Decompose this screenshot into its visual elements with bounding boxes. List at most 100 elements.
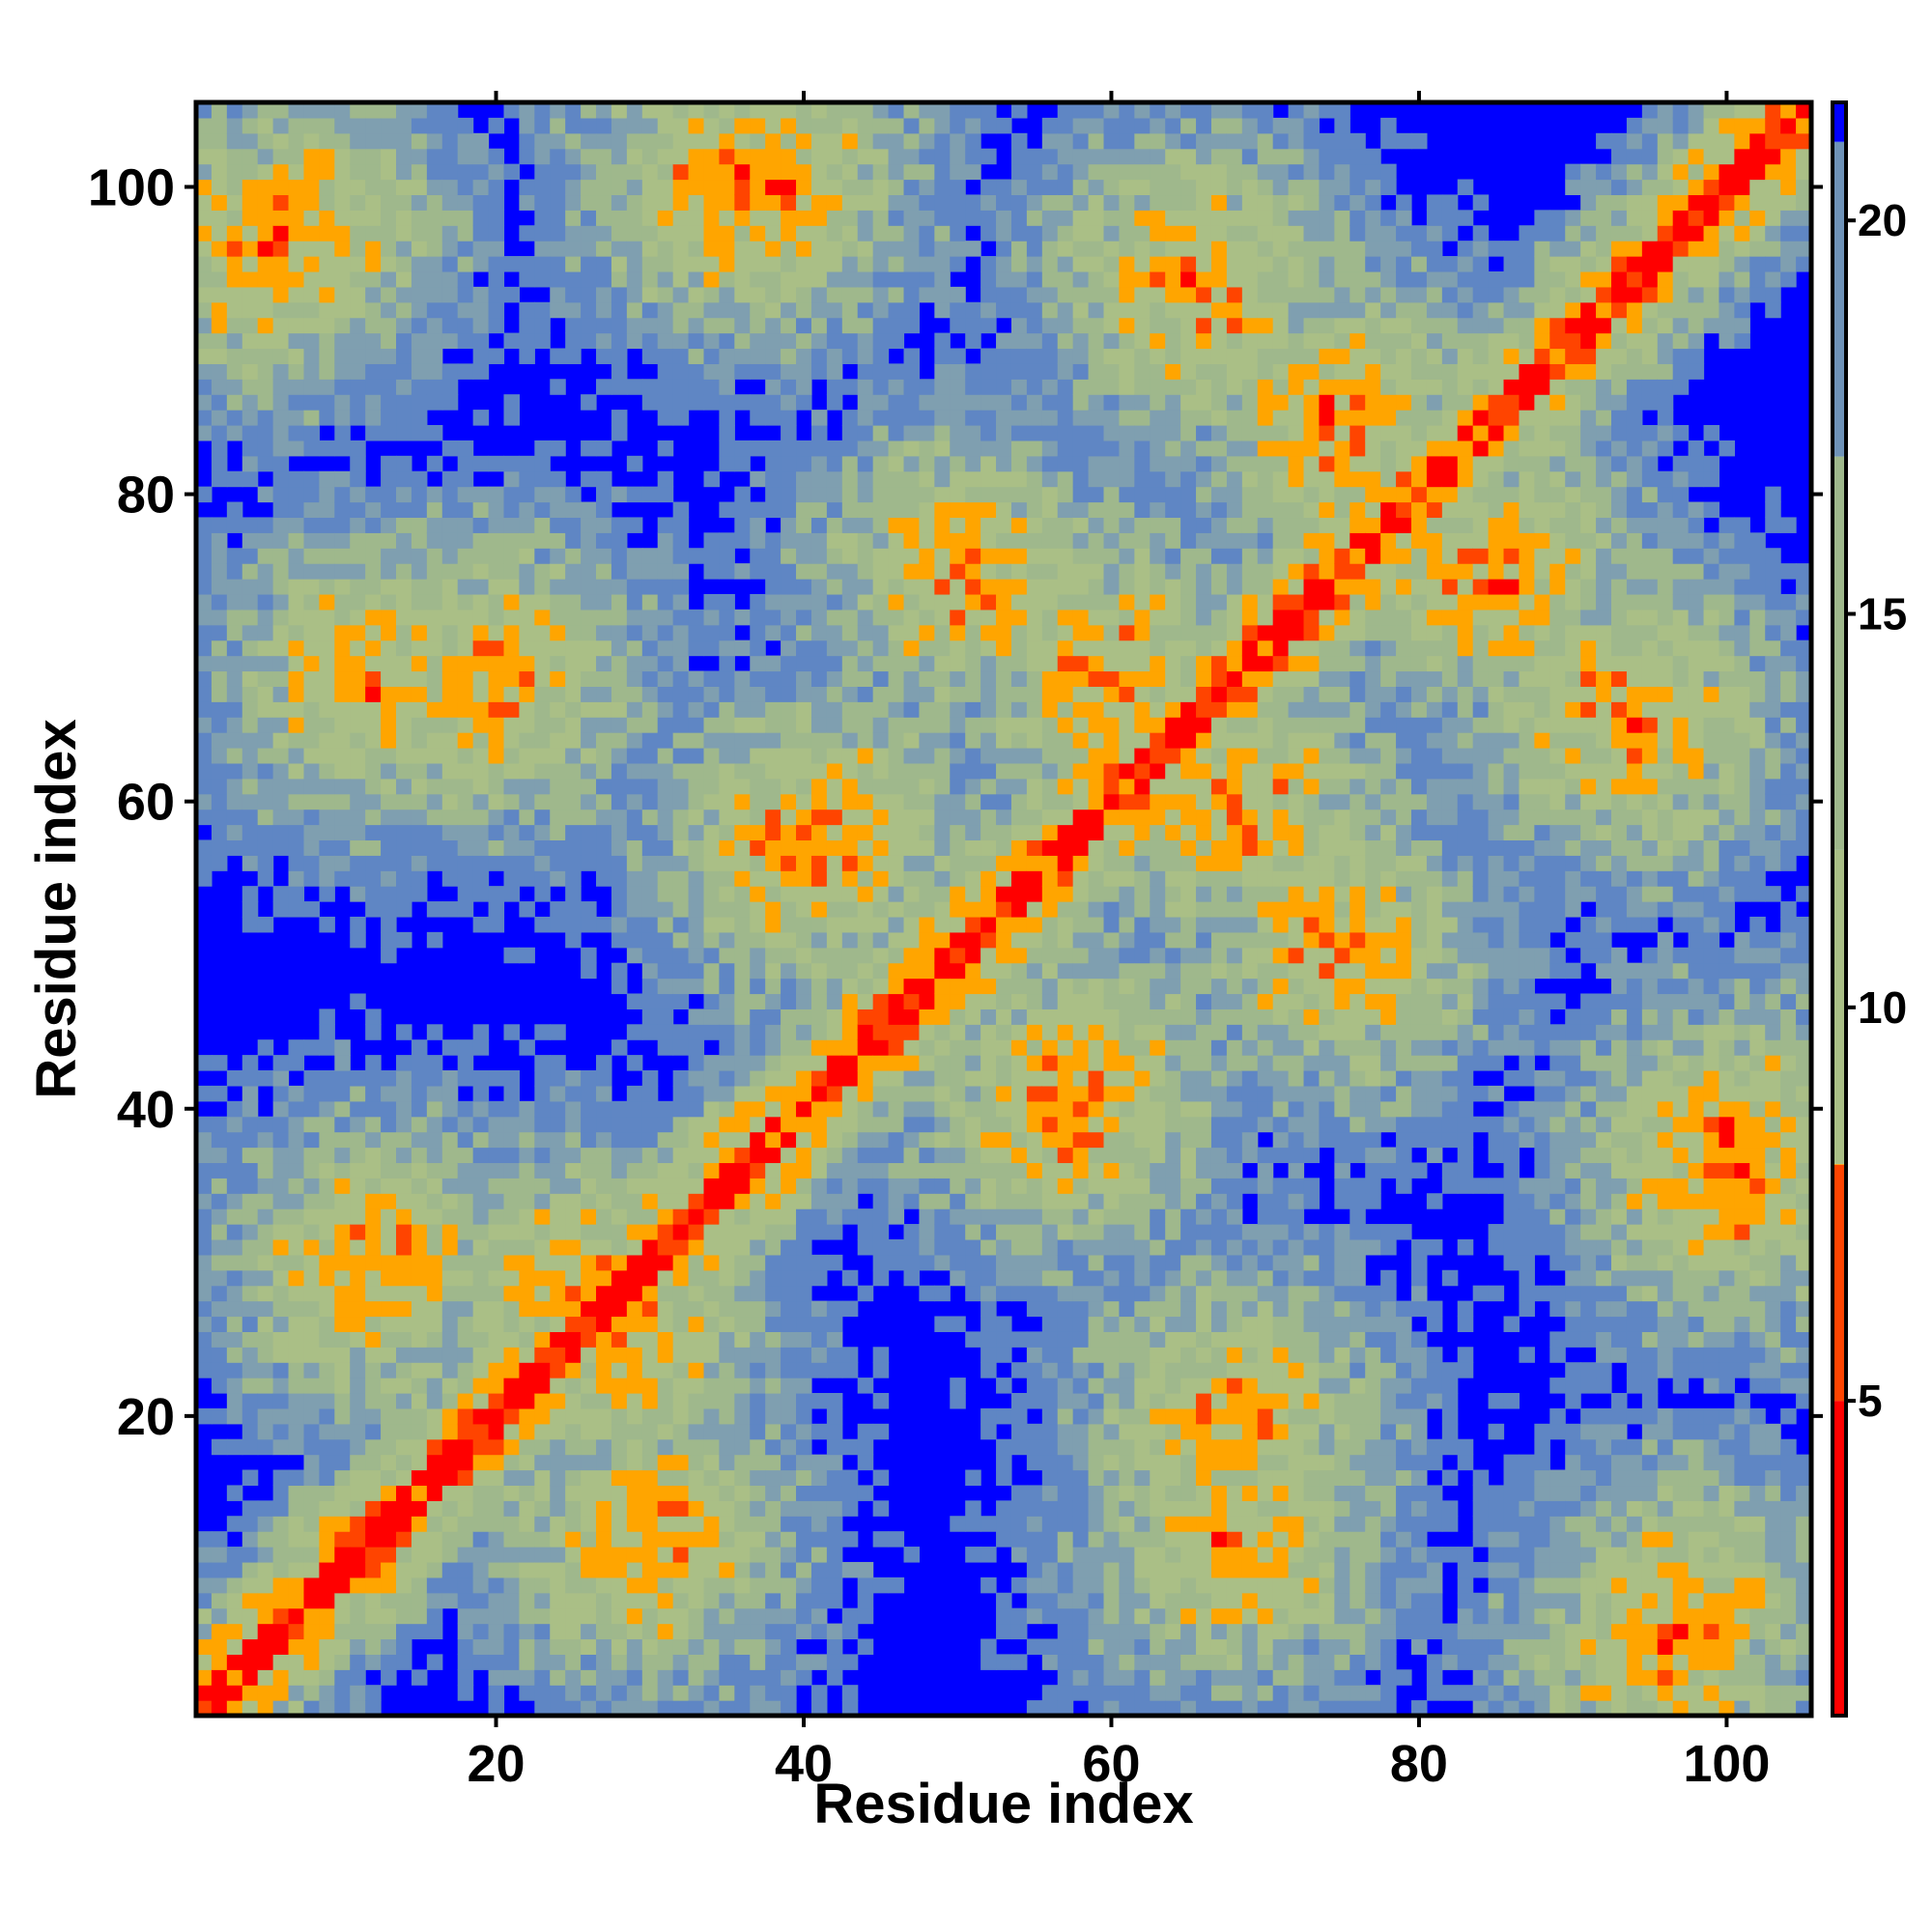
heatmap-cell: [211, 1407, 228, 1425]
heatmap-cell: [565, 501, 582, 519]
heatmap-cell: [657, 1009, 674, 1025]
heatmap-cell: [565, 1147, 582, 1164]
heatmap-cell: [857, 501, 874, 519]
heatmap-cell: [596, 348, 612, 364]
heatmap-cell: [626, 1531, 643, 1548]
heatmap-cell: [980, 639, 997, 657]
heatmap-cell: [657, 1623, 674, 1640]
heatmap-cell: [581, 1193, 597, 1209]
heatmap-cell: [426, 1116, 443, 1133]
heatmap-cell: [841, 425, 859, 441]
heatmap-cell: [703, 286, 721, 303]
heatmap-cell: [503, 1531, 520, 1548]
heatmap-cell: [641, 717, 659, 733]
heatmap-cell: [596, 1638, 612, 1655]
heatmap-cell: [841, 486, 859, 503]
heatmap-cell: [211, 286, 228, 303]
heatmap-cell: [472, 1316, 490, 1332]
heatmap-cell: [472, 886, 490, 902]
heatmap-cell: [334, 1055, 351, 1071]
heatmap-cell: [672, 1516, 690, 1532]
heatmap-cell: [334, 286, 351, 303]
heatmap-cell: [457, 886, 474, 902]
heatmap-cell: [980, 1347, 997, 1363]
heatmap-cell: [550, 748, 566, 764]
heatmap-cell: [750, 163, 766, 181]
heatmap-cell: [781, 1654, 797, 1670]
heatmap-cell: [626, 624, 643, 641]
heatmap-cell: [903, 886, 921, 902]
heatmap-cell: [688, 179, 705, 196]
heatmap-cell: [781, 1577, 797, 1594]
heatmap-cell: [1026, 1423, 1043, 1440]
heatmap-cell: [472, 1238, 490, 1256]
heatmap-cell: [781, 793, 797, 810]
heatmap-cell: [734, 609, 751, 626]
heatmap-cell: [319, 1347, 335, 1363]
heatmap-cell: [857, 931, 874, 949]
heatmap-cell: [657, 1238, 674, 1256]
heatmap-cell: [1010, 686, 1028, 702]
heatmap-cell: [641, 1300, 659, 1318]
heatmap-cell: [319, 732, 335, 749]
heatmap-cell: [426, 1100, 443, 1118]
heatmap-cell: [872, 1238, 890, 1256]
heatmap-cell: [1026, 379, 1043, 395]
heatmap-cell: [796, 317, 812, 334]
heatmap-cell: [350, 1070, 366, 1087]
heatmap-cell: [242, 916, 259, 933]
heatmap-cell: [703, 1269, 721, 1287]
heatmap-cell: [534, 440, 551, 457]
heatmap-cell: [641, 978, 659, 995]
heatmap-cell: [996, 117, 1012, 134]
heatmap-cell: [734, 1285, 751, 1302]
heatmap-cell: [581, 1285, 597, 1302]
heatmap-cell: [211, 748, 228, 764]
heatmap-cell: [411, 1070, 428, 1087]
heatmap-cell: [611, 732, 628, 749]
heatmap-cell: [934, 241, 951, 257]
heatmap-cell: [965, 931, 981, 949]
heatmap-cell: [365, 148, 382, 165]
heatmap-cell: [303, 1238, 320, 1256]
heatmap-cell: [657, 962, 674, 980]
heatmap-cell: [381, 1362, 397, 1378]
heatmap-cell: [703, 1316, 721, 1332]
heatmap-cell: [503, 1669, 520, 1686]
heatmap-cell: [226, 1393, 243, 1409]
heatmap-cell: [534, 655, 551, 672]
heatmap-cell: [196, 1269, 213, 1287]
heatmap-cell: [857, 410, 874, 426]
heatmap-cell: [796, 394, 812, 411]
heatmap-cell: [734, 916, 751, 933]
heatmap-cell: [626, 1208, 643, 1225]
heatmap-cell: [703, 1500, 721, 1517]
heatmap-cell: [257, 824, 274, 841]
heatmap-cell: [365, 1438, 382, 1456]
heatmap-cell: [503, 470, 520, 488]
heatmap-cell: [781, 440, 797, 457]
heatmap-cell: [750, 440, 766, 457]
heatmap-cell: [826, 501, 843, 519]
heatmap-cell: [641, 1193, 659, 1209]
heatmap-cell: [781, 1500, 797, 1517]
heatmap-cell: [719, 270, 735, 288]
heatmap-cell: [441, 241, 459, 257]
heatmap-cell: [365, 301, 382, 319]
heatmap-cell: [796, 1577, 812, 1594]
heatmap-cell: [934, 1024, 951, 1040]
heatmap-cell: [534, 1623, 551, 1640]
heatmap-cell: [996, 532, 1012, 549]
heatmap-cell: [472, 286, 490, 303]
heatmap-cell: [781, 1055, 797, 1071]
heatmap-cell: [1010, 1055, 1028, 1071]
heatmap-cell: [750, 117, 766, 134]
heatmap-cell: [488, 1592, 505, 1609]
heatmap-cell: [288, 579, 305, 595]
heatmap-cell: [257, 148, 274, 165]
heatmap-cell: [503, 1454, 520, 1471]
heatmap-cell: [688, 1116, 705, 1133]
heatmap-cell: [550, 1592, 566, 1609]
heatmap-cell: [765, 931, 781, 949]
heatmap-cell: [519, 1500, 535, 1517]
